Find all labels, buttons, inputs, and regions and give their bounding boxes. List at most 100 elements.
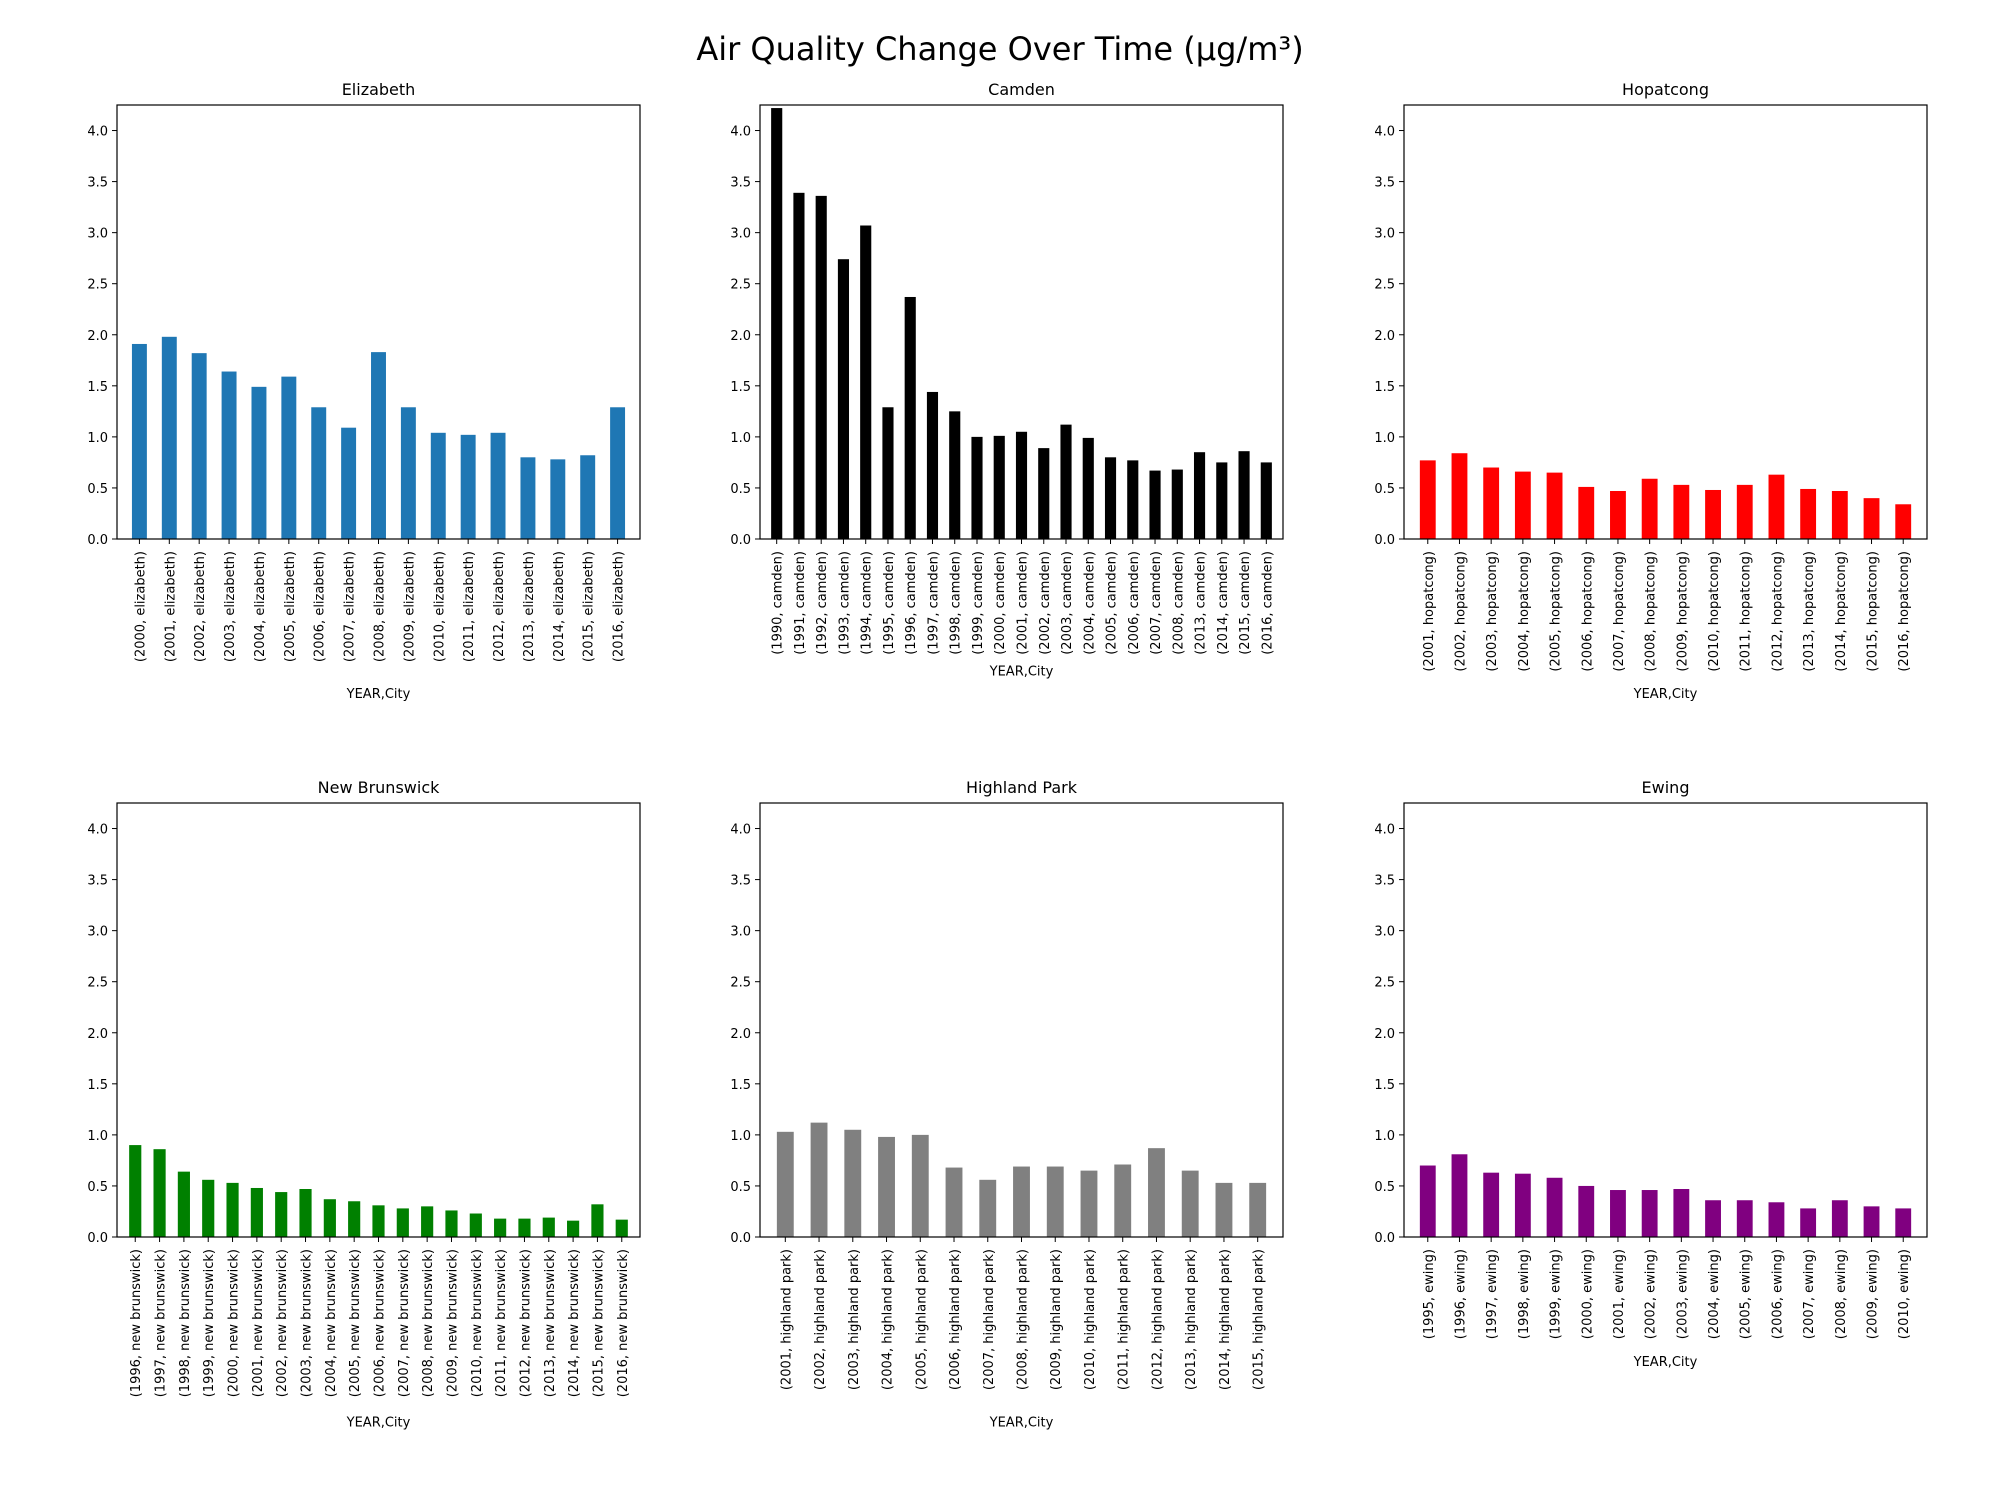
bar xyxy=(1419,460,1436,539)
y-tick-label: 2.0 xyxy=(1374,329,1395,344)
bar xyxy=(250,1187,263,1237)
bar xyxy=(445,1210,458,1237)
x-tick-label: (2016, new brunswick) xyxy=(616,1249,631,1397)
bar xyxy=(993,435,1005,539)
y-tick-label: 3.5 xyxy=(87,176,108,191)
bar xyxy=(1249,1182,1267,1237)
y-tick-label: 0.5 xyxy=(87,1180,108,1195)
x-tick-label: (2003, hopatcong) xyxy=(1485,551,1500,672)
x-tick-label: (2008, elizabeth) xyxy=(373,551,388,662)
subplots-container: Elizabeth (2000, elizabeth) (2001, elizabe… xyxy=(87,80,1928,1431)
y-tick-label: 3.5 xyxy=(1374,176,1395,191)
x-tick-label: (2004, camden) xyxy=(1082,551,1097,655)
subplot-camden: Camden (1990, camden) (1991, camden) (1992,… xyxy=(730,80,1284,679)
y-tick-label: 0.0 xyxy=(87,533,108,548)
bar xyxy=(226,1182,239,1237)
bar xyxy=(129,1145,142,1237)
x-tick-label: (2005, ewing) xyxy=(1739,1249,1754,1339)
x-tick-label: (2011, elizabeth) xyxy=(462,551,477,662)
y-tick-label: 2.5 xyxy=(730,976,751,991)
x-axis-label: YEAR,City xyxy=(989,1416,1054,1431)
bar xyxy=(1114,1164,1132,1237)
bar xyxy=(1705,1200,1721,1237)
x-tick-label: (1998, camden) xyxy=(949,551,964,655)
bar xyxy=(771,108,783,539)
x-tick-label: (2003, ewing) xyxy=(1675,1249,1690,1339)
y-tick-label: 0.5 xyxy=(87,482,108,497)
bar xyxy=(421,1206,434,1237)
bar xyxy=(1831,1200,1848,1237)
x-tick-label: (2001, camden) xyxy=(1016,551,1031,655)
x-tick-label: (2007, camden) xyxy=(1149,551,1164,655)
bar xyxy=(810,1122,828,1237)
x-tick-label: (1994, camden) xyxy=(860,551,875,655)
bar xyxy=(776,1131,794,1237)
bar xyxy=(1181,1170,1199,1237)
x-tick-label: (2014, camden) xyxy=(1216,551,1231,655)
x-tick-label: (2009, elizabeth) xyxy=(402,551,417,662)
bar xyxy=(1641,1190,1658,1237)
y-tick-label: 1.0 xyxy=(87,1129,108,1144)
y-tick-label: 2.0 xyxy=(87,1027,108,1042)
bar xyxy=(878,1136,895,1237)
x-tick-label: (2004, highland park) xyxy=(881,1249,896,1390)
bar xyxy=(518,1218,531,1237)
bar xyxy=(1546,1177,1563,1237)
bar xyxy=(1610,1190,1626,1237)
y-tick-label: 3.5 xyxy=(730,176,751,191)
x-tick-label: (1993, camden) xyxy=(837,551,852,655)
x-tick-label: (2011, new brunswick) xyxy=(494,1249,509,1397)
y-tick-label: 2.5 xyxy=(1374,976,1395,991)
x-axis-label: YEAR,City xyxy=(1633,687,1698,702)
bar xyxy=(844,1129,862,1237)
x-tick-label: (2014, elizabeth) xyxy=(552,551,567,662)
x-axis-label: YEAR,City xyxy=(1633,1355,1698,1370)
subplot-title: Highland Park xyxy=(966,778,1078,797)
bar xyxy=(153,1149,166,1237)
bar xyxy=(1641,478,1658,539)
bar xyxy=(221,371,237,539)
y-tick-label: 3.0 xyxy=(1374,227,1395,242)
bar xyxy=(945,1167,963,1237)
bar xyxy=(1768,1202,1785,1237)
x-tick-label: (2007, highland park) xyxy=(982,1249,997,1390)
y-tick-label: 2.5 xyxy=(87,278,108,293)
bar xyxy=(1736,1200,1753,1237)
bar xyxy=(1013,1166,1030,1237)
bar xyxy=(1060,424,1072,539)
bar xyxy=(615,1219,628,1237)
x-tick-label: (2016, camden) xyxy=(1260,551,1275,655)
y-tick-label: 4.0 xyxy=(1374,125,1395,140)
x-tick-label: (2008, hopatcong) xyxy=(1644,551,1659,672)
x-tick-label: (2012, new brunswick) xyxy=(518,1249,533,1397)
bar xyxy=(311,407,327,539)
x-tick-label: (1996, ewing) xyxy=(1453,1249,1468,1339)
y-tick-label: 1.0 xyxy=(730,1129,751,1144)
subplot-new-brunswick: New Brunswick (1996, new brunswick) (1997,… xyxy=(87,778,641,1431)
bar xyxy=(904,296,916,539)
x-tick-label: (2013, elizabeth) xyxy=(522,551,537,662)
x-tick-label: (2003, new brunswick) xyxy=(300,1249,315,1397)
bar xyxy=(323,1199,336,1237)
bar xyxy=(591,1204,604,1237)
figure-title: Air Quality Change Over Time (μg/m³) xyxy=(696,30,1303,68)
bar xyxy=(1451,453,1468,539)
x-axis-label: YEAR,City xyxy=(346,687,411,702)
x-tick-label: (2009, new brunswick) xyxy=(445,1249,460,1397)
x-tick-label: (2001, new brunswick) xyxy=(251,1249,266,1397)
bar xyxy=(161,336,177,539)
x-tick-label: (1991, camden) xyxy=(793,551,808,655)
x-tick-label: (2003, camden) xyxy=(1060,551,1075,655)
y-tick-label: 2.5 xyxy=(1374,278,1395,293)
x-tick-label: (2008, new brunswick) xyxy=(421,1249,436,1397)
x-tick-label: (2001, hopatcong) xyxy=(1422,551,1437,672)
x-tick-label: (2004, hopatcong) xyxy=(1517,551,1532,672)
bar xyxy=(1082,437,1094,539)
axes-frame xyxy=(759,802,1284,1238)
x-tick-label: (2012, hopatcong) xyxy=(1770,551,1785,672)
bar xyxy=(1193,452,1206,539)
x-tick-label: (2002, new brunswick) xyxy=(275,1249,290,1397)
x-tick-label: (2013, highland park) xyxy=(1184,1249,1199,1390)
x-tick-label: (2005, highland park) xyxy=(914,1249,929,1390)
x-tick-label: (2006, elizabeth) xyxy=(313,551,328,662)
